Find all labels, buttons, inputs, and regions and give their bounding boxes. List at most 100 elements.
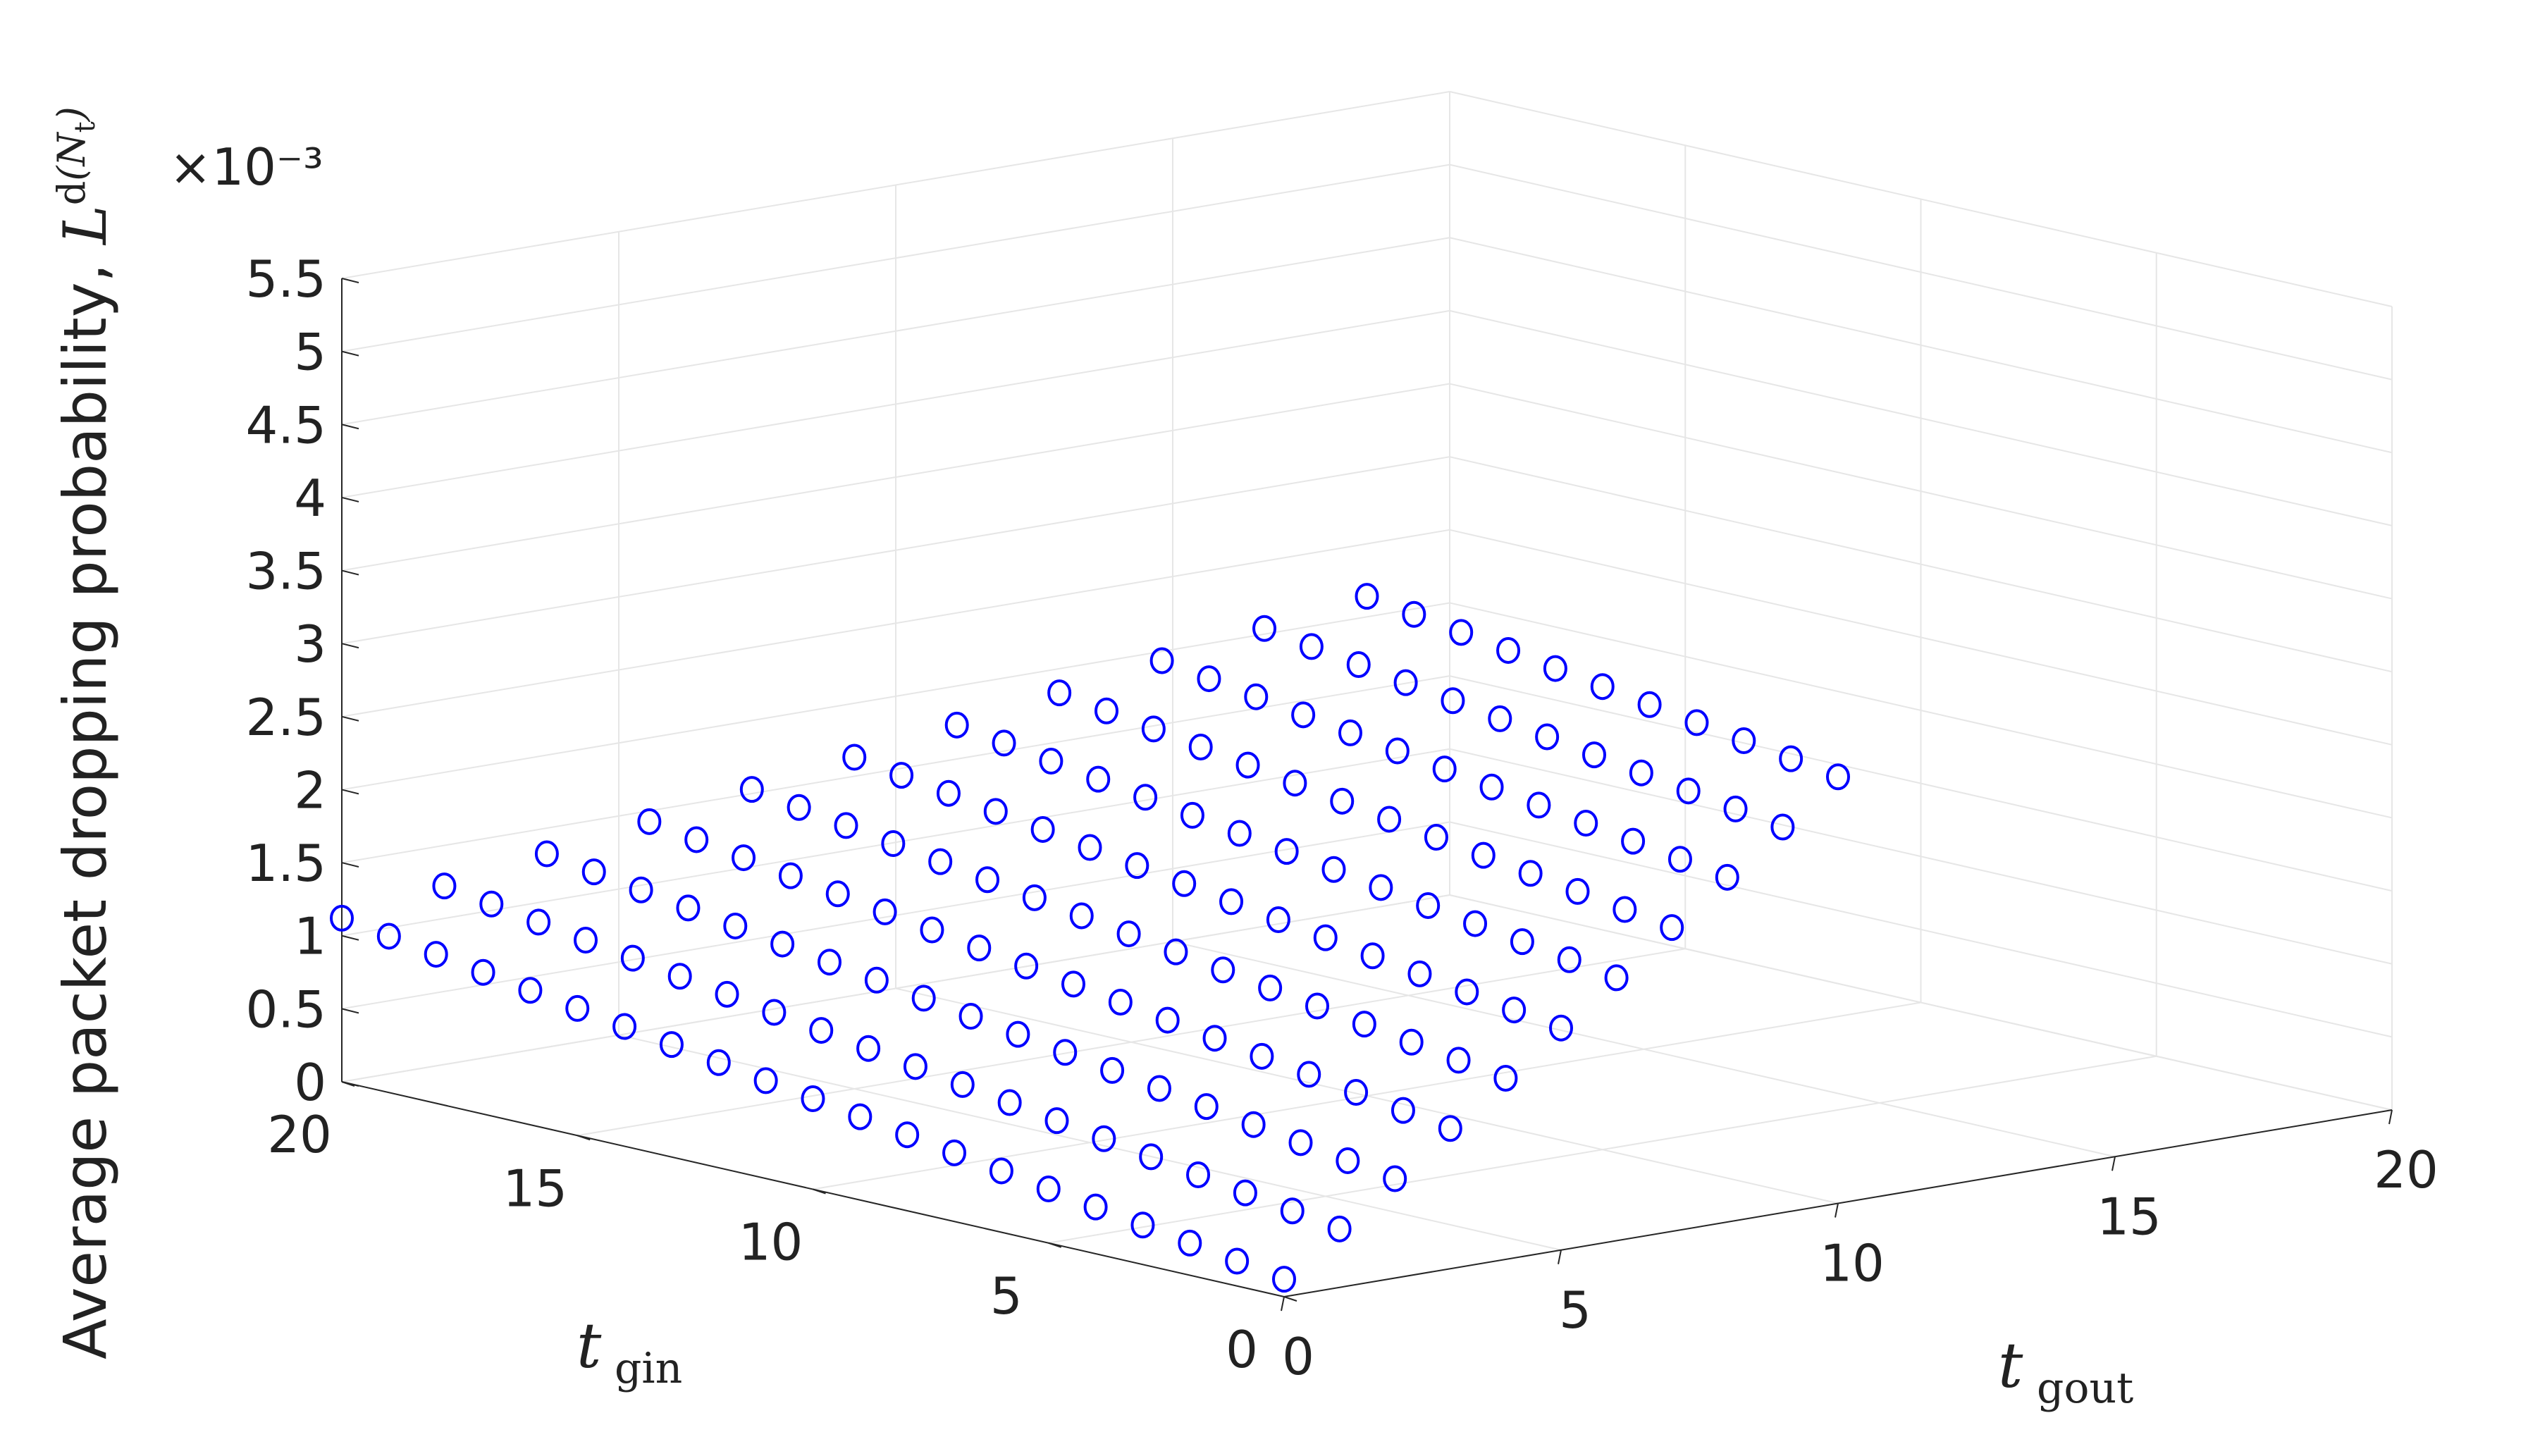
data-point (1083, 1193, 1108, 1221)
z-tick-mark (341, 862, 359, 868)
z-tick-label: 2.5 (245, 688, 326, 747)
data-point (706, 1049, 731, 1076)
data-point (1590, 673, 1615, 701)
y-tick-label: 10 (739, 1213, 803, 1272)
x-tick-label: 0 (1282, 1327, 1314, 1386)
data-point (1543, 655, 1567, 682)
z-tick-label: 0 (294, 1053, 326, 1112)
data-point (1155, 1006, 1180, 1034)
data-point (818, 949, 841, 976)
y-tick-label: 0 (1226, 1320, 1258, 1379)
svg-text:t: t (1998, 1329, 2023, 1402)
data-point (1266, 906, 1290, 934)
z-axis-label: Average packet dropping probability, Ld(… (49, 106, 120, 1359)
gridline-x-floor (1172, 941, 2116, 1158)
data-point (1391, 1097, 1415, 1124)
x-tick-label: 5 (1559, 1281, 1591, 1340)
data-point (684, 826, 709, 853)
data-point (942, 1139, 967, 1166)
data-point (809, 1017, 834, 1044)
data-point (1463, 910, 1488, 937)
data-point (1518, 860, 1543, 887)
data-point (1283, 770, 1307, 797)
data-point (1402, 600, 1426, 628)
data-point (1527, 791, 1551, 819)
data-point (787, 794, 811, 821)
gridline-y-floor (341, 894, 1450, 1082)
data-point (1770, 813, 1795, 841)
y-tick-label: 20 (267, 1105, 332, 1164)
data-point (958, 1003, 983, 1030)
z-tick-label: 3.5 (245, 542, 326, 601)
data-point (1496, 636, 1521, 664)
z-tick-label: 3 (294, 615, 326, 674)
data-point (834, 812, 858, 839)
data-point (1502, 997, 1527, 1024)
data-point (637, 808, 662, 835)
data-point (1383, 1165, 1407, 1192)
y-tick-mark (576, 1135, 591, 1141)
z-tick-label: 5 (294, 323, 326, 382)
data-point (1557, 946, 1581, 973)
z-tick-mark (341, 715, 359, 722)
data-point (1446, 1047, 1471, 1074)
svg-text:Average packet dropping probab: Average packet dropping probability, Ld(… (49, 106, 120, 1359)
data-point (1336, 1147, 1360, 1174)
data-point (1330, 787, 1355, 815)
data-point (1044, 1107, 1069, 1135)
z-tick-mark (341, 569, 359, 576)
data-point (1235, 751, 1260, 779)
data-point (1211, 956, 1235, 984)
data-point (778, 862, 803, 889)
data-point (1006, 1020, 1030, 1048)
data-point (1250, 1042, 1274, 1070)
data-point (1141, 715, 1166, 743)
data-point (676, 894, 701, 922)
data-point (1676, 777, 1701, 805)
data-point (848, 1103, 873, 1130)
z-tick-mark (341, 424, 359, 430)
data-point (1014, 952, 1039, 980)
data-point (1424, 824, 1448, 851)
data-point (620, 944, 645, 972)
data-point (1715, 863, 1739, 891)
data-point (967, 934, 992, 962)
data-point (1197, 665, 1221, 693)
data-point (1233, 1179, 1257, 1207)
data-point (1369, 874, 1393, 901)
data-point (1629, 759, 1653, 786)
data-point (1510, 928, 1534, 956)
data-point (574, 927, 598, 954)
data-point (1441, 687, 1465, 715)
data-point (1092, 1125, 1116, 1152)
data-point (1360, 942, 1385, 970)
z-tick-label: 0.5 (245, 980, 326, 1039)
x-tick-mark (2388, 1109, 2393, 1125)
y-tick-label: 15 (502, 1159, 567, 1218)
data-point (1327, 1215, 1352, 1242)
y-tick-mark (1283, 1296, 1297, 1302)
data-point (1288, 1129, 1313, 1156)
svg-text:t: t (576, 1309, 602, 1382)
data-point (1549, 1014, 1573, 1042)
data-point (936, 779, 961, 807)
svg-text:gout: gout (2037, 1364, 2133, 1413)
data-point (1225, 1247, 1250, 1275)
data-point (1164, 938, 1188, 965)
data-point (1178, 1229, 1202, 1257)
data-point (911, 985, 936, 1012)
x-tick-mark (1281, 1296, 1285, 1312)
gridline-y-floor (577, 948, 1686, 1137)
data-point (1667, 846, 1692, 873)
z-tick-mark (341, 350, 359, 357)
data-point (997, 1089, 1022, 1116)
y-tick-mark (813, 1188, 826, 1195)
data-point (1574, 809, 1598, 837)
z-tick-label: 1 (294, 907, 326, 966)
data-point (1299, 633, 1324, 660)
data-point (330, 904, 354, 932)
data-point (1399, 1028, 1424, 1056)
z-tick-label: 2 (294, 760, 326, 820)
data-point (1407, 960, 1432, 987)
z-tick-label: 4.5 (245, 395, 326, 455)
